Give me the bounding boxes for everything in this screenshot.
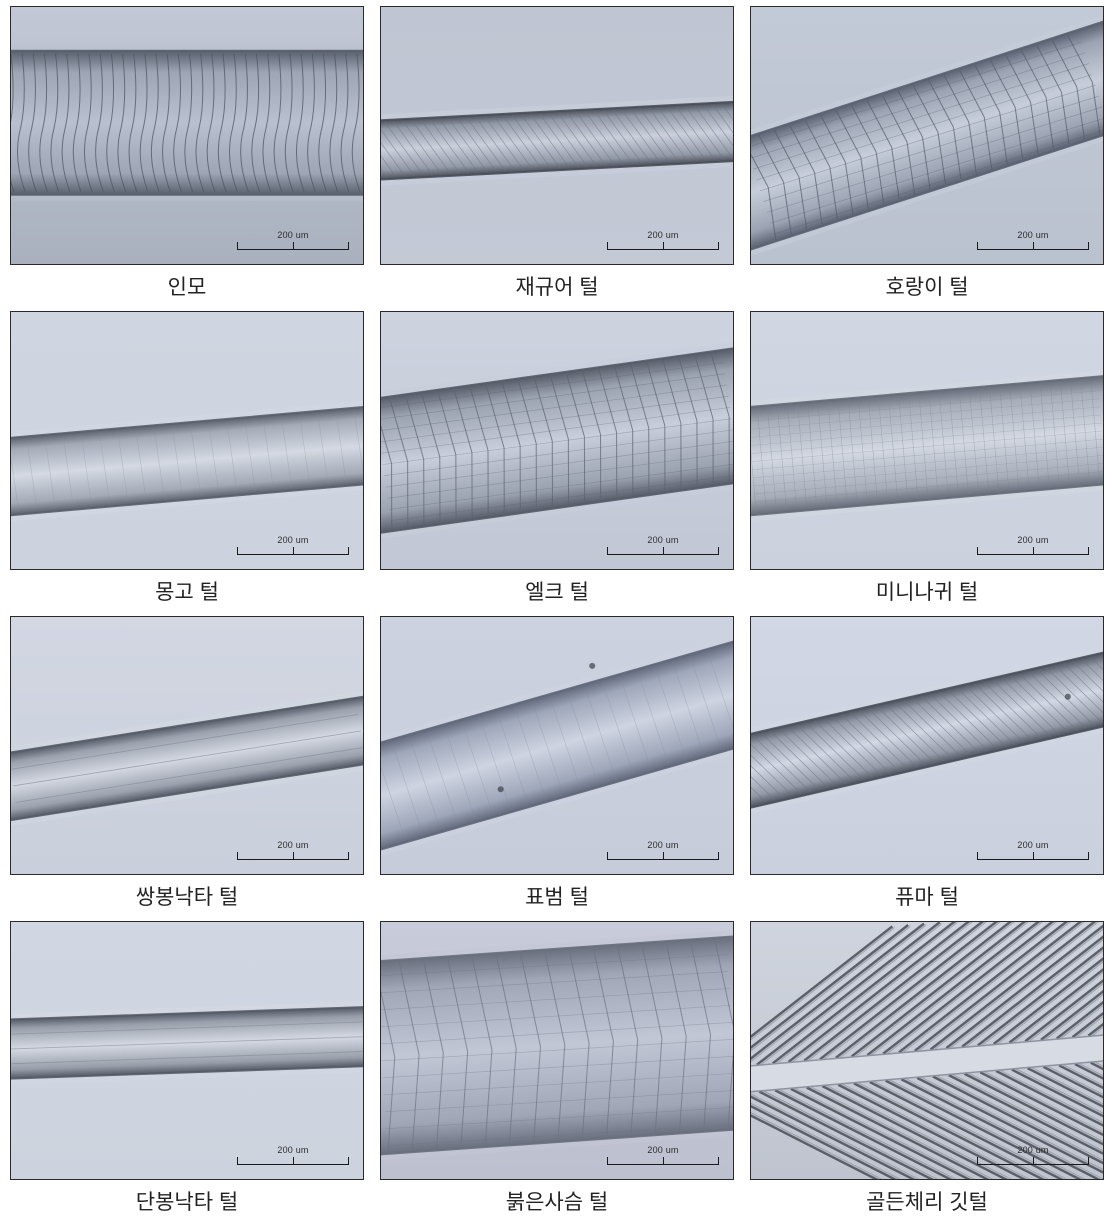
caption-mini-donkey-hair: 미니나귀 털 [876, 576, 978, 606]
caption-human-hair: 인모 [168, 271, 207, 301]
scalebar-line [237, 547, 349, 555]
scalebar-label: 200 um [1017, 230, 1048, 240]
scalebar-label: 200 um [647, 535, 678, 545]
scalebar-line [237, 242, 349, 250]
micrograph-cell-tiger-hair: 200 um 호랑이 털 [750, 6, 1104, 301]
caption-jaguar-hair: 재규어 털 [515, 271, 598, 301]
caption-bactrian-camel-hair: 쌍봉낙타 털 [136, 881, 238, 911]
scalebar-line [237, 852, 349, 860]
scalebar-line [977, 242, 1089, 250]
micrograph-cell-mini-donkey-hair: 200 um 미니나귀 털 [750, 311, 1104, 606]
micrograph-image-human-hair: 200 um [10, 6, 364, 265]
scalebar-label: 200 um [647, 840, 678, 850]
micrograph-image-elk-hair: 200 um [380, 311, 734, 570]
scalebar-label: 200 um [1017, 1145, 1048, 1155]
micrograph-cell-golden-cherry-feather: 200 um 골든체리 깃털 [750, 921, 1104, 1216]
scalebar: 200 um [237, 840, 349, 860]
micrograph-cell-dromedary-camel-hair: 200 um 단봉낙타 털 [10, 921, 364, 1216]
scalebar: 200 um [237, 230, 349, 250]
scalebar: 200 um [607, 1145, 719, 1165]
scalebar-label: 200 um [647, 230, 678, 240]
micrograph-cell-mongolian-hair: 200 um 몽고 털 [10, 311, 364, 606]
scalebar-label: 200 um [1017, 840, 1048, 850]
scalebar-label: 200 um [647, 1145, 678, 1155]
scalebar: 200 um [607, 535, 719, 555]
scalebar: 200 um [977, 535, 1089, 555]
scalebar-line [237, 1157, 349, 1165]
scalebar: 200 um [977, 840, 1089, 860]
caption-golden-cherry-feather: 골든체리 깃털 [866, 1186, 988, 1216]
scalebar-label: 200 um [1017, 535, 1048, 545]
scalebar-label: 200 um [277, 1145, 308, 1155]
scalebar: 200 um [977, 230, 1089, 250]
scalebar-line [607, 1157, 719, 1165]
scalebar-line [607, 852, 719, 860]
micrograph-cell-red-deer-hair: 200 um 붉은사슴 털 [380, 921, 734, 1216]
micrograph-cell-jaguar-hair: 200 um 재규어 털 [380, 6, 734, 301]
micrograph-cell-leopard-hair: 200 um 표범 털 [380, 616, 734, 911]
scalebar-line [977, 1157, 1089, 1165]
micrograph-image-red-deer-hair: 200 um [380, 921, 734, 1180]
caption-elk-hair: 엘크 털 [525, 576, 589, 606]
micrograph-image-golden-cherry-feather: 200 um [750, 921, 1104, 1180]
scalebar-label: 200 um [277, 840, 308, 850]
micrograph-image-jaguar-hair: 200 um [380, 6, 734, 265]
scalebar: 200 um [607, 230, 719, 250]
scalebar: 200 um [237, 535, 349, 555]
micrograph-image-mini-donkey-hair: 200 um [750, 311, 1104, 570]
micrograph-image-tiger-hair: 200 um [750, 6, 1104, 265]
scalebar-line [607, 547, 719, 555]
caption-mongolian-hair: 몽고 털 [155, 576, 219, 606]
caption-dromedary-camel-hair: 단봉낙타 털 [136, 1186, 238, 1216]
micrograph-cell-human-hair: 200 um 인모 [10, 6, 364, 301]
scalebar-label: 200 um [277, 230, 308, 240]
micrograph-cell-puma-hair: 200 um 퓨마 털 [750, 616, 1104, 911]
micrograph-image-leopard-hair: 200 um [380, 616, 734, 875]
micrograph-image-mongolian-hair: 200 um [10, 311, 364, 570]
micrograph-cell-elk-hair: 200 um 엘크 털 [380, 311, 734, 606]
scalebar-line [607, 242, 719, 250]
scalebar-line [977, 852, 1089, 860]
scalebar-line [977, 547, 1089, 555]
micrograph-image-bactrian-camel-hair: 200 um [10, 616, 364, 875]
caption-tiger-hair: 호랑이 털 [885, 271, 968, 301]
scalebar: 200 um [977, 1145, 1089, 1165]
caption-red-deer-hair: 붉은사슴 털 [506, 1186, 608, 1216]
scalebar: 200 um [237, 1145, 349, 1165]
micrograph-grid: 200 um 인모 200 um 재규어 털 [10, 6, 1104, 1216]
caption-puma-hair: 퓨마 털 [895, 881, 959, 911]
micrograph-image-dromedary-camel-hair: 200 um [10, 921, 364, 1180]
caption-leopard-hair: 표범 털 [525, 881, 589, 911]
scalebar-label: 200 um [277, 535, 308, 545]
scalebar: 200 um [607, 840, 719, 860]
micrograph-image-puma-hair: 200 um [750, 616, 1104, 875]
micrograph-cell-bactrian-camel-hair: 200 um 쌍봉낙타 털 [10, 616, 364, 911]
